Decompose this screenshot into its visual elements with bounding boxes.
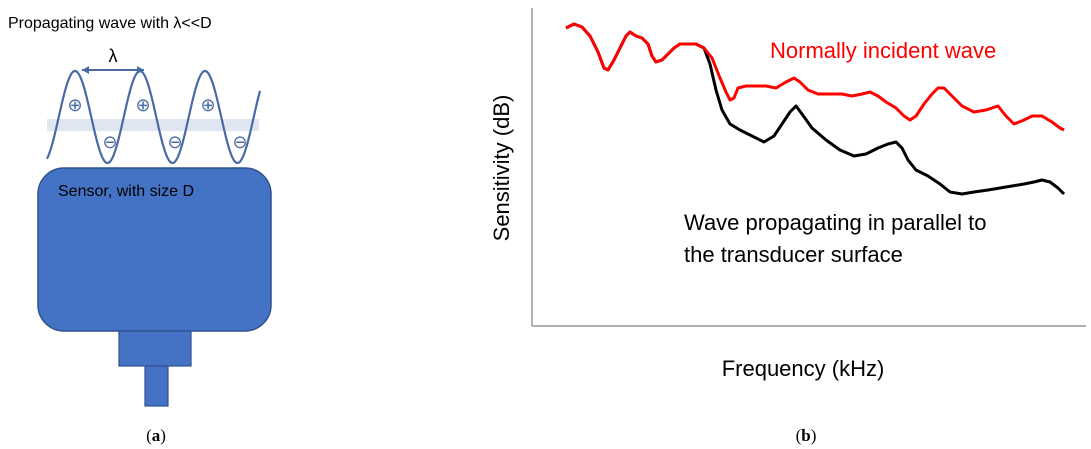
minus-icon: ⊖ [167,132,182,152]
plus-markers: ⊕ ⊕ ⊕ [67,95,215,115]
x-axis-label: Frequency (kHz) [722,356,885,381]
y-axis-label: Sensitivity (dB) [489,95,514,242]
sensor-cable [144,365,169,407]
sensor-connector [118,330,192,367]
series-normal-label: Normally incident wave [770,38,996,63]
wave-band [47,119,259,131]
panel-a: Propagating wave with λ<<D λ ⊕ ⊕ ⊕ ⊖ ⊖ ⊖… [8,15,272,445]
minus-icon: ⊖ [102,132,117,152]
series-normal-curve [565,22,1065,132]
minus-icon: ⊖ [232,132,247,152]
panel-a-caption: (a) [146,426,166,445]
panel-b-caption: (b) [796,426,817,445]
series-parallel-label-line1: Wave propagating in parallel to [684,210,986,235]
plus-icon: ⊕ [200,95,215,115]
wavelength-label: λ [109,46,118,66]
panel-a-title: Propagating wave with λ<<D [8,15,212,32]
panel-b: Sensitivity (dB) Frequency (kHz) Normall… [489,8,1086,445]
plus-icon: ⊕ [67,95,82,115]
wavelength-arrowhead-left [82,66,89,74]
propagating-wave [46,69,262,164]
sensor-label: Sensor, with size D [58,183,194,200]
series-parallel-label-line2: the transducer surface [684,242,903,267]
plus-icon: ⊕ [135,95,150,115]
minus-markers: ⊖ ⊖ ⊖ [102,132,247,152]
